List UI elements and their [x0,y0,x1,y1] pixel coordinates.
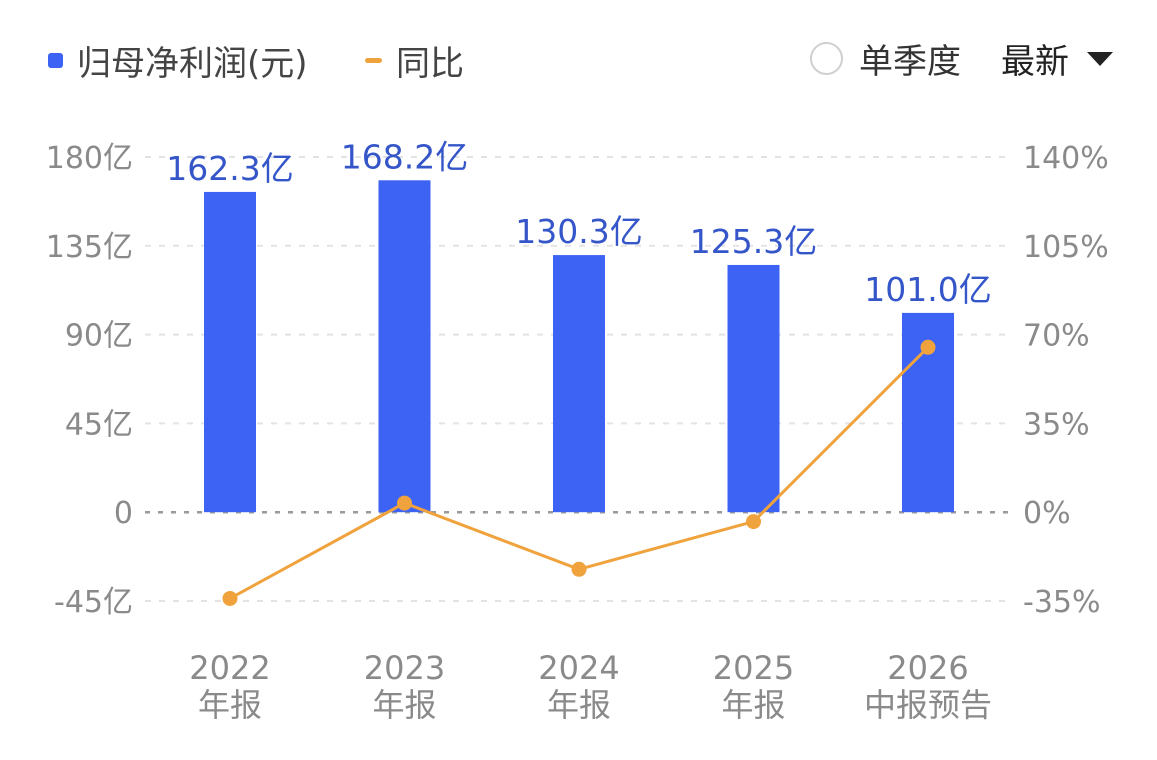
latest-dropdown-label[interactable]: 最新 [1001,42,1069,82]
y-left-tick-label: 45亿 [65,407,133,442]
y-right-tick-label: 105% [1023,230,1109,265]
quarter-label[interactable]: 单季度 [859,42,961,82]
caret-down-icon[interactable] [1087,51,1113,66]
y-left-tick-label: 135亿 [46,230,133,265]
bar-value-label: 130.3亿 [515,212,642,251]
y-right-tick-label: -35% [1023,585,1101,620]
bar-value-label: 125.3亿 [690,222,817,261]
y-left-tick-label: 90亿 [65,319,133,354]
x-category-period: 年报 [372,686,436,724]
x-category-period: 年报 [721,686,785,724]
yoy-point[interactable] [746,514,761,530]
value-labels: 162.3亿 168.2亿 130.3亿 125.3亿 101.0亿 [166,137,991,309]
y-right-tick-label: 35% [1023,407,1090,442]
yoy-point[interactable] [920,339,936,355]
legend-net-profit-label: 归母净利润(元) [77,44,308,84]
bar-value-label: 168.2亿 [341,137,468,176]
x-category-year: 2026 [887,649,968,687]
chart-controls: 单季度 最新 [810,34,1113,83]
axes: 180亿 135亿 90亿 45亿 0 -45亿 140% 105% 70% 35% 0% -35% 2… [46,141,1109,724]
profit-bar[interactable] [727,264,780,513]
yoy-point[interactable] [222,590,238,606]
profit-bar[interactable] [204,191,256,513]
quarter-radio[interactable] [810,42,843,75]
x-category-period: 中报预告 [864,686,992,724]
legend-item-net-profit[interactable]: 归母净利润(元) [48,36,308,85]
profit-bar[interactable] [553,255,605,513]
y-left-tick-label: -45亿 [54,585,133,620]
x-category-year: 2024 [538,649,619,687]
legend-yoy-label: 同比 [396,44,464,84]
y-right-tick-label: 70% [1023,319,1090,354]
bar-series [204,180,954,513]
legend-bar-swatch [48,53,63,68]
net-profit-chart: 162.3亿 168.2亿 130.3亿 125.3亿 101.0亿 180亿 135亿 9… [46,137,1109,724]
y-right-tick-label: 140% [1023,141,1109,176]
yoy-line-series [222,339,936,606]
yoy-point[interactable] [571,561,587,577]
yoy-point[interactable] [397,495,412,511]
y-left-tick-label: 0 [114,496,133,531]
bar-value-label: 162.3亿 [166,149,293,188]
y-right-tick-label: 0% [1023,496,1071,531]
chart-legend: 归母净利润(元) 同比 单季度 最新 [0,0,1157,110]
x-category-period: 年报 [198,686,262,724]
legend-line-swatch [365,58,382,63]
legend-item-yoy[interactable]: 同比 [365,36,464,85]
profit-bar[interactable] [378,180,431,513]
x-category-year: 2025 [713,649,794,687]
x-category-year: 2023 [364,649,445,687]
x-category-period: 年报 [547,686,611,724]
bar-value-label: 101.0亿 [864,270,991,309]
y-left-tick-label: 180亿 [46,141,133,176]
x-category-year: 2022 [189,649,270,687]
